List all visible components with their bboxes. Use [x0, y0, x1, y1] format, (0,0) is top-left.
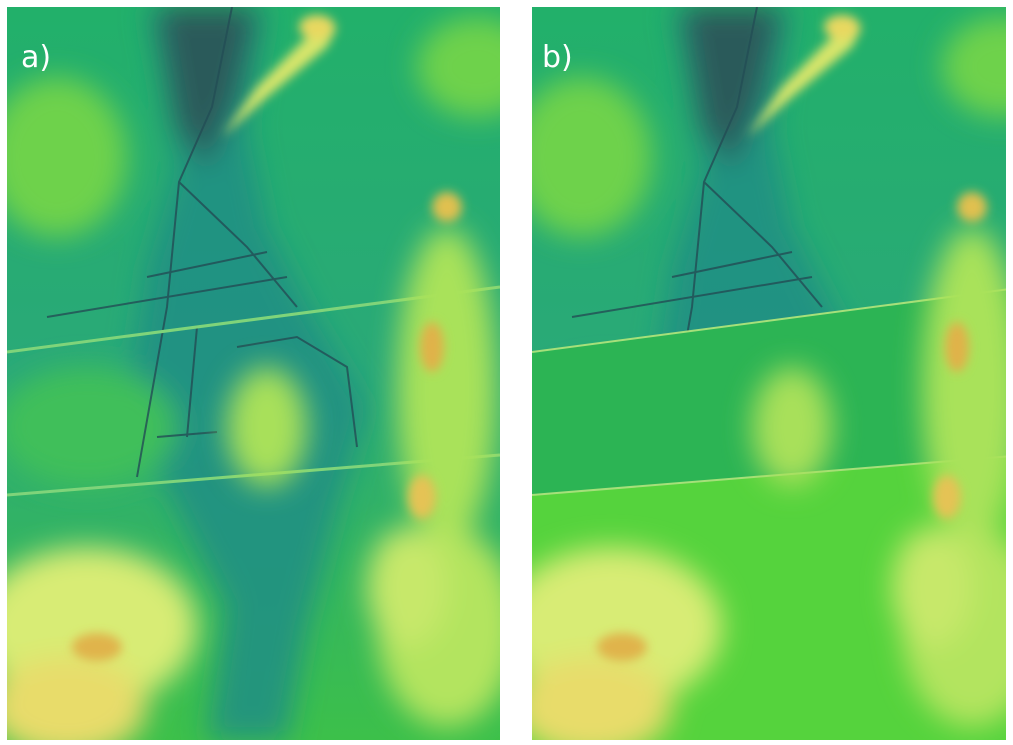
panel-a: a)	[0, 7, 537, 745]
page: a) b) (() => { const data = JSON.parse(d…	[0, 0, 1013, 745]
panel-label: a)	[21, 40, 51, 75]
panel-b: b)	[502, 7, 1013, 745]
panel-label: b)	[542, 40, 573, 75]
figure: a) b)	[0, 0, 1013, 745]
